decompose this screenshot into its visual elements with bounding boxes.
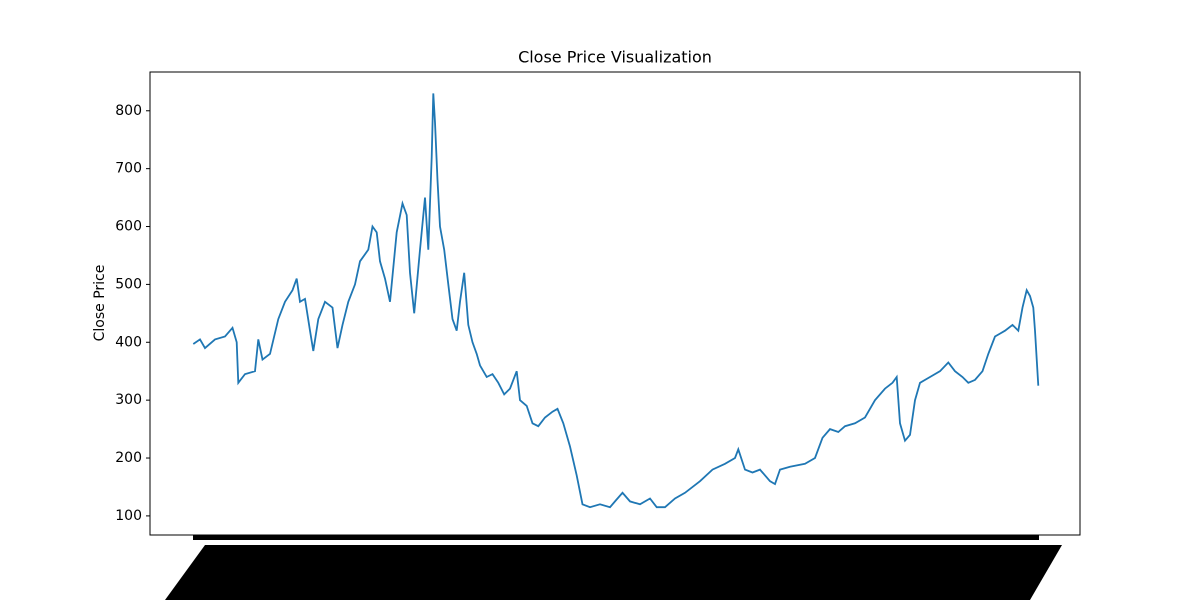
y-tick-label: 400 <box>115 334 142 350</box>
y-tick-label: 700 <box>115 161 142 177</box>
y-tick-label: 500 <box>115 276 142 292</box>
y-tick-label: 200 <box>115 450 142 466</box>
x-tick-marks <box>193 535 1039 540</box>
y-tick-label: 600 <box>115 219 142 235</box>
y-axis-label: Close Price <box>92 265 108 342</box>
x-tick-labels-illegible <box>165 545 1062 600</box>
y-tick-label: 300 <box>115 392 142 408</box>
y-tick-label: 100 <box>115 508 142 524</box>
plot-area: 100 200 300 400 500 600 700 800 <box>115 93 1040 524</box>
axes-frame <box>149 71 1081 536</box>
chart-title: Close Price Visualization <box>518 48 712 67</box>
line-series <box>192 93 1040 509</box>
y-tick-label: 800 <box>115 103 142 119</box>
